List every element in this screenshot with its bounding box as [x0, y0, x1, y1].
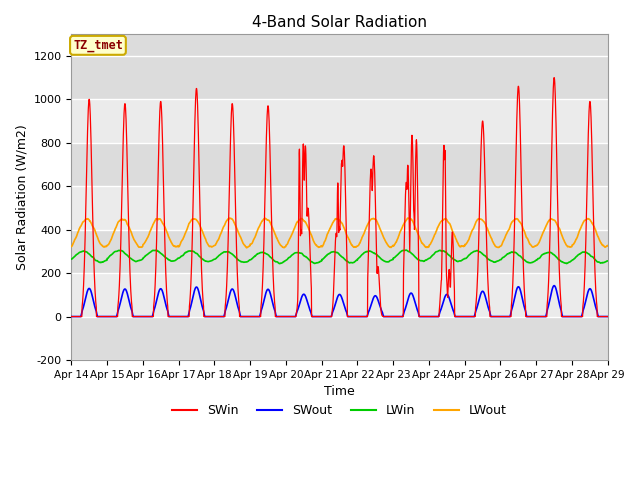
Text: TZ_tmet: TZ_tmet [73, 39, 123, 52]
Bar [72, 56, 608, 99]
Bar [72, 273, 608, 316]
Bar [72, 186, 608, 229]
Title: 4-Band Solar Radiation: 4-Band Solar Radiation [252, 15, 427, 30]
Bar [72, 143, 608, 186]
X-axis label: Time: Time [324, 385, 355, 398]
Bar [72, 229, 608, 273]
Bar [72, 99, 608, 143]
Bar [72, 316, 608, 360]
Y-axis label: Solar Radiation (W/m2): Solar Radiation (W/m2) [15, 124, 28, 270]
Legend: SWin, SWout, LWin, LWout: SWin, SWout, LWin, LWout [167, 399, 512, 422]
